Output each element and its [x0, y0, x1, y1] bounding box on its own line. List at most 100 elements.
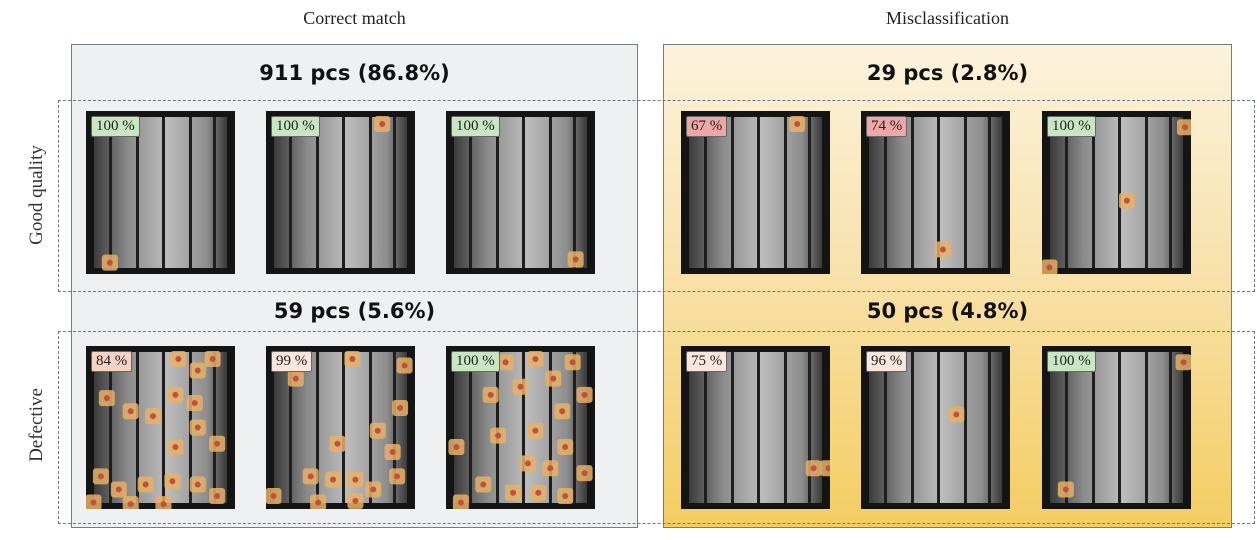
confidence-badge: 100 %: [451, 351, 500, 372]
cell-texture: [274, 116, 407, 268]
solar-cell-image: 100 %: [1042, 111, 1191, 274]
solar-cell-image: 100 %: [446, 111, 595, 274]
heatmap-core: [550, 375, 557, 382]
cell-texture: [94, 117, 227, 271]
confidence-badge: 100 %: [451, 116, 500, 137]
heatmap-core: [307, 473, 314, 480]
heatmap-core: [1046, 264, 1053, 271]
solar-cell-image: 67 %: [681, 111, 830, 274]
heatmap-core: [106, 259, 113, 266]
heatmap-core: [292, 375, 299, 382]
heatmap-core: [334, 440, 341, 447]
heatmap-core: [581, 391, 588, 398]
heatmap-core: [194, 367, 201, 374]
heatmap-core: [562, 492, 569, 499]
heatmap-core: [127, 408, 134, 415]
cell-texture: [689, 352, 830, 503]
count-misclass-defective: 50 pcs (4.8%): [866, 299, 1029, 323]
heatmap-core: [370, 486, 377, 493]
heatmap-core: [532, 427, 539, 434]
heatmap-core: [562, 444, 569, 451]
heatmap-core: [150, 413, 157, 420]
heatmap-core: [214, 440, 221, 447]
heatmap-core: [1062, 486, 1069, 493]
cell-texture: [266, 351, 413, 509]
heatmap-core: [142, 481, 149, 488]
good-quality-label: Good quality: [26, 145, 47, 245]
heatmap-core: [572, 256, 579, 263]
confidence-badge: 67 %: [686, 116, 728, 137]
cell-texture: [869, 352, 1002, 503]
defective-row-outline: [58, 331, 1255, 524]
heatmap-core: [394, 473, 401, 480]
heatmap-core: [127, 501, 134, 508]
heatmap-core: [270, 492, 277, 499]
count-correct-defective: 59 pcs (5.6%): [273, 299, 436, 323]
cell-texture: [448, 351, 593, 509]
confidence-badge: 75 %: [686, 351, 728, 372]
solar-cell-image: 74 %: [861, 111, 1010, 274]
heatmap-core: [1123, 197, 1130, 204]
solar-cell-image: 96 %: [861, 346, 1010, 509]
good-quality-row-outline: [58, 100, 1255, 292]
heatmap-core: [214, 492, 221, 499]
heatmap-core: [103, 395, 110, 402]
solar-cell-image: 99 %: [266, 346, 415, 509]
count-misclass-good: 29 pcs (2.8%): [866, 61, 1029, 85]
heatmap-core: [90, 499, 97, 506]
confidence-badge: 99 %: [271, 351, 313, 372]
heatmap-core: [487, 391, 494, 398]
misclassification-title: Misclassification: [886, 8, 1009, 28]
solar-cell-image: 100 %: [1042, 346, 1191, 509]
solar-cell-image: 100 %: [86, 111, 235, 274]
heatmap-core: [559, 408, 566, 415]
heatmap-core: [810, 465, 817, 472]
heatmap-core: [532, 356, 539, 363]
heatmap-core: [517, 383, 524, 390]
heatmap-core: [97, 473, 104, 480]
heatmap-core: [191, 400, 198, 407]
confidence-badge: 100 %: [271, 116, 320, 137]
solar-cell-image: 100 %: [266, 111, 415, 274]
heatmap-core: [194, 481, 201, 488]
count-correct-good: 911 pcs (86.8%): [259, 61, 450, 85]
heatmap-core: [825, 465, 830, 472]
heatmap-core: [581, 470, 588, 477]
heatmap-core: [175, 356, 182, 363]
heatmap-core: [535, 489, 542, 496]
confidence-badge: 96 %: [866, 351, 908, 372]
solar-cell-image: 84 %: [86, 346, 235, 509]
heatmap-core: [502, 359, 509, 366]
confidence-badge: 84 %: [91, 351, 133, 372]
heatmap-core: [115, 486, 122, 493]
defective-label: Defective: [26, 388, 47, 462]
heatmap-core: [953, 411, 960, 418]
heatmap-core: [315, 499, 322, 506]
heatmap-core: [352, 497, 359, 504]
confidence-badge: 100 %: [1047, 116, 1096, 137]
cell-texture: [869, 117, 1002, 268]
heatmap-core: [379, 121, 386, 128]
solar-cell-image: 75 %: [681, 346, 830, 509]
confidence-badge: 100 %: [91, 116, 140, 137]
heatmap-core: [524, 460, 531, 467]
heatmap-core: [401, 362, 408, 369]
confidence-badge: 74 %: [866, 116, 908, 137]
heatmap-core: [510, 489, 517, 496]
heatmap-core: [194, 424, 201, 431]
heatmap-core: [1180, 359, 1187, 366]
heatmap-core: [453, 444, 460, 451]
heatmap-core: [389, 448, 396, 455]
heatmap-core: [374, 427, 381, 434]
heatmap-core: [172, 444, 179, 451]
solar-cell-image: 100 %: [446, 346, 595, 509]
heatmap-core: [569, 359, 576, 366]
heatmap-spot: [820, 460, 830, 477]
confidence-badge: 100 %: [1047, 351, 1096, 372]
heatmap-core: [939, 246, 946, 253]
cell-texture: [1050, 352, 1191, 503]
cell-texture: [689, 116, 822, 268]
heatmap-core: [330, 476, 337, 483]
heatmap-core: [169, 478, 176, 485]
cell-texture: [86, 351, 227, 509]
